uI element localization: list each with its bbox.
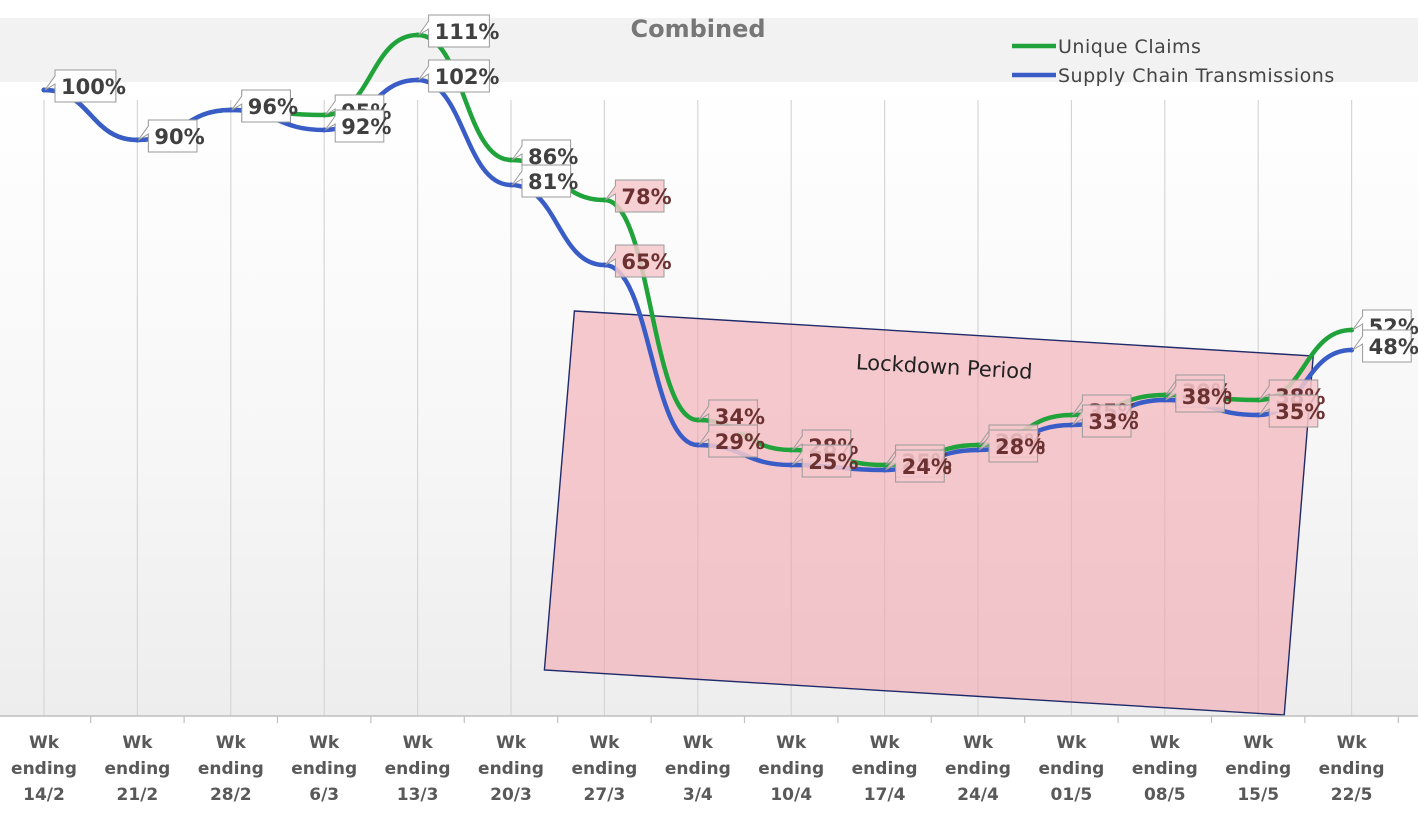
svg-text:78%: 78% [621, 185, 671, 209]
data-label: 29% [698, 424, 765, 458]
data-point [975, 442, 981, 448]
data-point [788, 462, 794, 468]
x-axis: Wk ending 14/2 Wk ending 21/2 Wk ending 28/2 Wk en… [0, 715, 1418, 805]
data-point [975, 447, 981, 453]
x-tick-label: Wk ending 28/2 [198, 733, 264, 805]
svg-text:35%: 35% [1275, 400, 1325, 424]
legend-item: Unique Claims [1012, 36, 1201, 58]
data-point [508, 182, 514, 188]
data-label: 25% [791, 444, 858, 478]
x-tick-label: Wk ending 17/4 [852, 733, 918, 805]
x-tick-label: Wk ending 15/5 [1225, 733, 1291, 805]
x-tick-label: Wk ending 20/3 [478, 733, 544, 805]
data-label: 102% [418, 59, 500, 93]
data-label: 92% [324, 109, 391, 143]
data-point [601, 262, 607, 268]
svg-text:48%: 48% [1369, 335, 1418, 359]
data-point [882, 462, 888, 468]
data-point [1255, 397, 1261, 403]
data-point [415, 32, 421, 38]
data-point [1349, 347, 1355, 353]
svg-text:96%: 96% [248, 95, 298, 119]
data-point [228, 107, 234, 113]
x-tick-label: Wk ending 3/4 [665, 733, 731, 805]
data-point [788, 447, 794, 453]
data-label: 78% [604, 179, 672, 213]
x-tick-label: Wk ending 14/2 [11, 733, 77, 805]
data-point [1162, 397, 1168, 403]
lockdown-annotation: Lockdown Period [543, 310, 1314, 716]
svg-text:81%: 81% [528, 170, 578, 194]
data-point [1255, 412, 1261, 418]
data-label: 111% [418, 14, 500, 48]
data-labels: 100%90%96%95%111%86%78%34%28%25%29%35%39… [44, 14, 1418, 483]
data-point [508, 157, 514, 163]
data-point [321, 112, 327, 118]
svg-text:Unique Claims: Unique Claims [1058, 36, 1201, 58]
data-label: 65% [604, 244, 672, 278]
legend: Unique Claims Supply Chain Transmissions [1012, 36, 1335, 87]
x-tick-label: Wk ending 27/3 [571, 733, 637, 805]
data-label: 33% [1071, 404, 1139, 438]
x-tick-label: Wk ending 08/5 [1132, 733, 1198, 805]
svg-text:33%: 33% [1088, 410, 1138, 434]
data-point [41, 87, 47, 93]
svg-text:111%: 111% [435, 20, 500, 44]
data-point [1068, 422, 1074, 428]
data-point [601, 197, 607, 203]
svg-text:100%: 100% [61, 75, 126, 99]
legend-item: Supply Chain Transmissions [1012, 65, 1335, 87]
svg-text:29%: 29% [715, 430, 765, 454]
chart-title: Combined [630, 15, 765, 43]
svg-text:92%: 92% [341, 115, 391, 139]
data-point [1162, 392, 1168, 398]
data-point [321, 127, 327, 133]
data-point [415, 77, 421, 83]
svg-text:Supply Chain Transmissions: Supply Chain Transmissions [1058, 65, 1335, 87]
svg-text:38%: 38% [1182, 385, 1232, 409]
x-tick-label: Wk ending 10/4 [758, 733, 824, 805]
x-tick-label: Wk ending 6/3 [291, 733, 357, 805]
svg-text:28%: 28% [995, 435, 1045, 459]
x-tick-label: Wk ending 21/2 [104, 733, 170, 805]
data-point [134, 137, 140, 143]
svg-text:102%: 102% [435, 65, 500, 89]
data-point [695, 417, 701, 423]
data-label: 24% [885, 449, 952, 483]
svg-text:25%: 25% [808, 450, 858, 474]
x-tick-label: Wk ending 22/5 [1319, 733, 1385, 805]
svg-text:90%: 90% [154, 125, 204, 149]
data-label: 48% [1352, 329, 1418, 363]
data-label: 35% [1258, 394, 1325, 428]
data-point [1068, 412, 1074, 418]
x-tick-label: Wk ending 13/3 [385, 733, 451, 805]
data-label: 38% [1165, 379, 1232, 413]
x-tick-label: Wk ending 01/5 [1038, 733, 1104, 805]
data-label: 81% [511, 164, 578, 198]
data-label: 96% [231, 89, 298, 123]
data-label: 90% [137, 119, 205, 153]
data-point [1349, 327, 1355, 333]
x-tick-label: Wk ending 24/4 [945, 733, 1011, 805]
title-band [0, 18, 1418, 82]
data-label: 28% [978, 429, 1045, 463]
data-point [882, 467, 888, 473]
svg-text:24%: 24% [902, 455, 952, 479]
data-label: 100% [44, 69, 126, 103]
data-point [695, 442, 701, 448]
svg-text:65%: 65% [621, 250, 671, 274]
